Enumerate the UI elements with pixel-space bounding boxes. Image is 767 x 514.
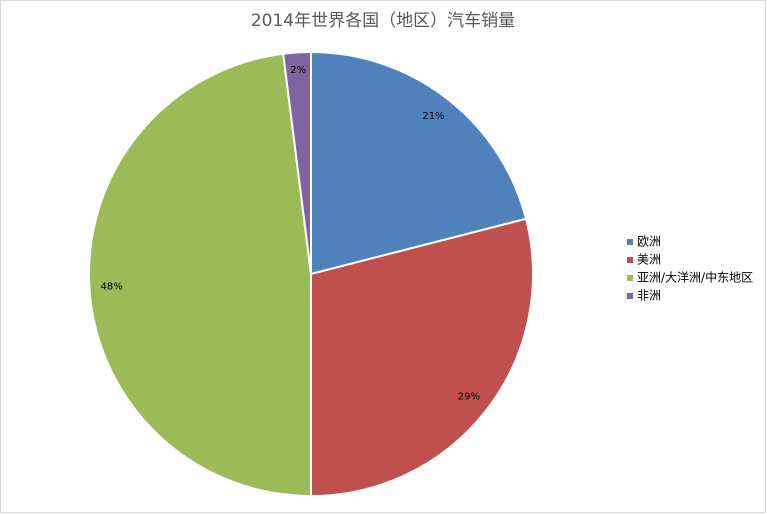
- legend-swatch: [627, 239, 633, 245]
- data-label: 48%: [100, 282, 122, 293]
- legend-swatch: [627, 293, 633, 299]
- legend-swatch: [627, 275, 633, 281]
- legend-label: 非洲: [637, 289, 661, 303]
- data-label: 2%: [290, 65, 306, 76]
- data-label: 21%: [422, 111, 444, 122]
- pie-slice: [310, 50, 528, 276]
- legend-swatch: [627, 257, 633, 263]
- pie-slice: [88, 52, 312, 498]
- legend-label: 欧洲: [637, 235, 661, 249]
- legend-label: 亚洲/大洋洲/中东地区: [637, 270, 753, 285]
- legend-label: 美洲: [637, 253, 661, 267]
- pie-slice: [310, 217, 534, 498]
- data-label: 29%: [458, 391, 480, 402]
- pie-slice: [282, 50, 312, 275]
- chart-title: 2014年世界各国（地区）汽车销量: [251, 11, 515, 31]
